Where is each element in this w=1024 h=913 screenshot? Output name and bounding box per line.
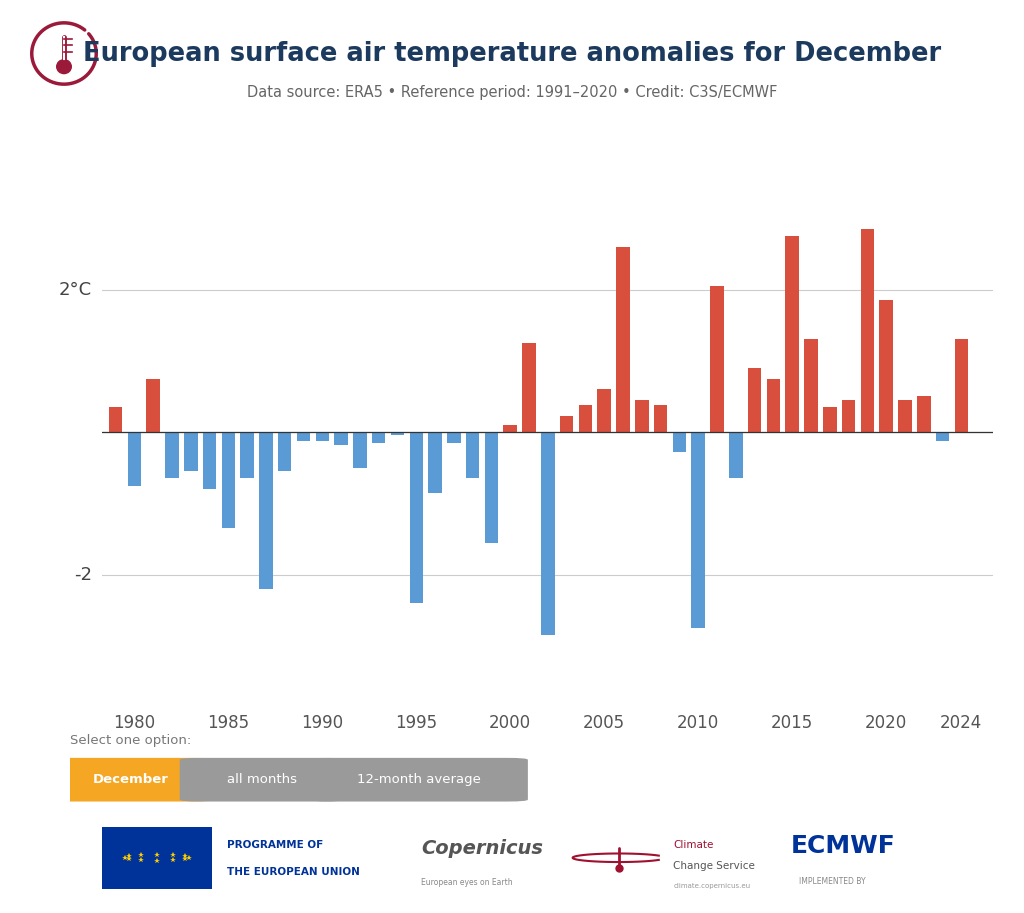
Bar (579, 405, 592, 432)
FancyBboxPatch shape (102, 827, 212, 889)
Bar (880, 300, 893, 432)
Bar (936, 432, 949, 441)
FancyBboxPatch shape (310, 758, 528, 802)
Bar (522, 343, 536, 432)
Text: IMPLEMENTED BY: IMPLEMENTED BY (800, 876, 866, 886)
FancyBboxPatch shape (49, 758, 213, 802)
Bar (372, 432, 385, 443)
Text: climate.copernicus.eu: climate.copernicus.eu (674, 884, 751, 889)
Text: Climate: Climate (674, 840, 714, 850)
Bar (860, 229, 874, 432)
Bar (504, 425, 517, 432)
Text: 2°C: 2°C (58, 280, 92, 299)
Bar (616, 247, 630, 432)
Bar (297, 432, 310, 441)
Text: all months: all months (226, 773, 297, 786)
Bar (259, 432, 272, 589)
Text: Select one option:: Select one option: (70, 734, 190, 747)
Bar (203, 432, 216, 489)
Text: Change Service: Change Service (674, 861, 756, 870)
Circle shape (56, 59, 72, 74)
Bar (410, 432, 423, 603)
Bar (916, 396, 931, 432)
Bar (635, 400, 648, 432)
Bar (954, 340, 968, 432)
Text: European surface air temperature anomalies for December: European surface air temperature anomali… (83, 41, 941, 67)
Bar (767, 379, 780, 432)
Text: PROGRAMME OF: PROGRAMME OF (226, 840, 323, 850)
Bar (353, 432, 367, 467)
Bar (466, 432, 479, 478)
Text: December: December (93, 773, 169, 786)
Bar (109, 407, 122, 432)
Text: Copernicus: Copernicus (422, 839, 544, 858)
Text: ECMWF: ECMWF (791, 834, 896, 858)
Bar (898, 400, 911, 432)
Text: 12-month average: 12-month average (357, 773, 481, 786)
Bar (654, 405, 668, 432)
FancyBboxPatch shape (180, 758, 344, 802)
Bar (484, 432, 499, 542)
Text: European eyes on Earth: European eyes on Earth (422, 878, 513, 887)
Bar (447, 432, 461, 443)
Bar (691, 432, 705, 628)
Bar (541, 432, 555, 635)
Bar (560, 416, 573, 432)
Bar (278, 432, 292, 471)
Bar (673, 432, 686, 452)
Bar (823, 407, 837, 432)
Text: -2: -2 (74, 566, 92, 583)
Bar (241, 432, 254, 478)
Bar (146, 379, 160, 432)
Bar (804, 340, 818, 432)
Bar (184, 432, 198, 471)
Bar (597, 389, 611, 432)
Bar (128, 432, 141, 486)
Bar (165, 432, 179, 478)
Bar (428, 432, 441, 493)
Text: THE EUROPEAN UNION: THE EUROPEAN UNION (226, 866, 359, 876)
Bar (711, 286, 724, 432)
Bar (391, 432, 404, 435)
Bar (334, 432, 348, 445)
Bar (785, 236, 799, 432)
Text: Data source: ERA5 • Reference period: 1991–2020 • Credit: C3S/ECMWF: Data source: ERA5 • Reference period: 19… (247, 85, 777, 100)
Bar (315, 432, 329, 441)
Bar (842, 400, 855, 432)
Bar (221, 432, 236, 529)
Bar (748, 368, 762, 432)
Bar (729, 432, 742, 478)
